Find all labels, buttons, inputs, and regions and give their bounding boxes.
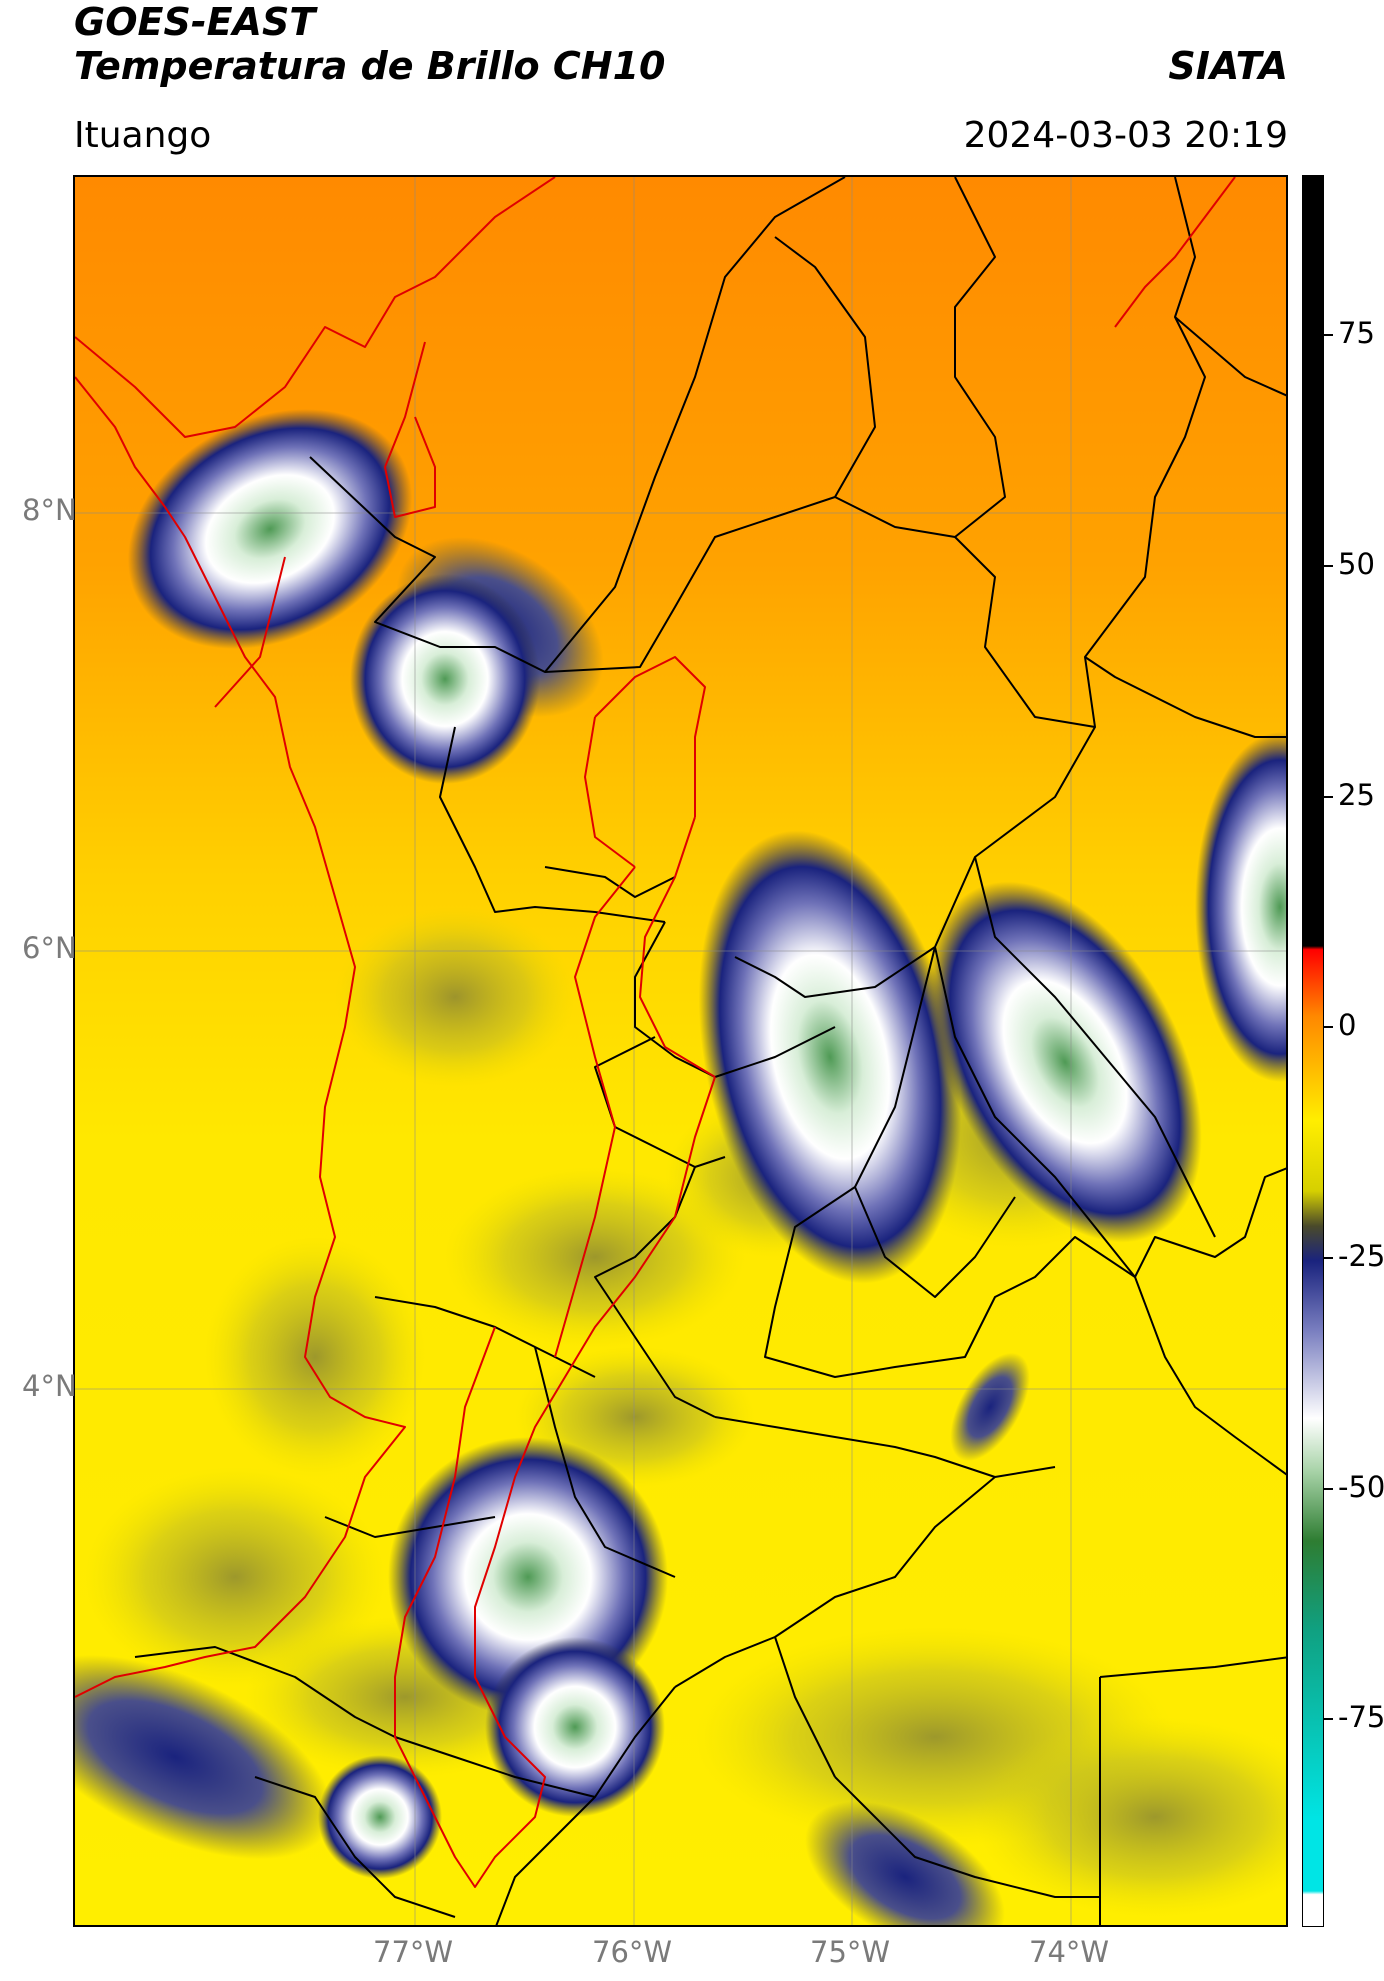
graticule	[75, 177, 1286, 1925]
lat-label-4n: 4°N	[22, 1369, 77, 1403]
temperature-colorbar	[1302, 175, 1324, 1927]
colorbar-tick	[1324, 1488, 1333, 1490]
lat-label-6n: 6°N	[22, 931, 77, 965]
location-label: Ituango	[74, 115, 212, 156]
title-satellite: GOES-EAST	[74, 0, 316, 44]
lon-label-75w: 75°W	[810, 1935, 891, 1969]
brand-label: SIATA	[1168, 44, 1288, 88]
lon-label-76w: 76°W	[592, 1935, 673, 1969]
map-panel[interactable]	[73, 175, 1288, 1927]
colorbar-label-50: 50	[1338, 547, 1375, 581]
colorbar-label-0: 0	[1338, 1008, 1357, 1042]
title-product: Temperatura de Brillo CH10	[74, 44, 666, 88]
colorbar-tick	[1324, 1257, 1333, 1259]
lon-label-74w: 74°W	[1029, 1935, 1110, 1969]
lon-label-77w: 77°W	[373, 1935, 454, 1969]
colorbar-tick	[1324, 1718, 1333, 1720]
colorbar-label-minus25: -25	[1338, 1239, 1384, 1273]
colorbar-label-75: 75	[1338, 316, 1375, 350]
colorbar-label-minus75: -75	[1338, 1700, 1384, 1734]
datetime-label: 2024-03-03 20:19	[963, 115, 1288, 156]
colorbar-tick	[1324, 1026, 1333, 1028]
colorbar-tick	[1324, 565, 1333, 567]
brightness-temperature-map	[75, 177, 1286, 1925]
admin-boundaries	[134, 177, 1286, 1925]
lat-label-8n: 8°N	[22, 493, 77, 527]
colorbar-tick	[1324, 796, 1333, 798]
colorbar-label-minus50: -50	[1338, 1470, 1384, 1504]
colorbar-tick	[1324, 334, 1333, 336]
colorbar-label-25: 25	[1338, 778, 1375, 812]
coastline	[75, 177, 1236, 1888]
